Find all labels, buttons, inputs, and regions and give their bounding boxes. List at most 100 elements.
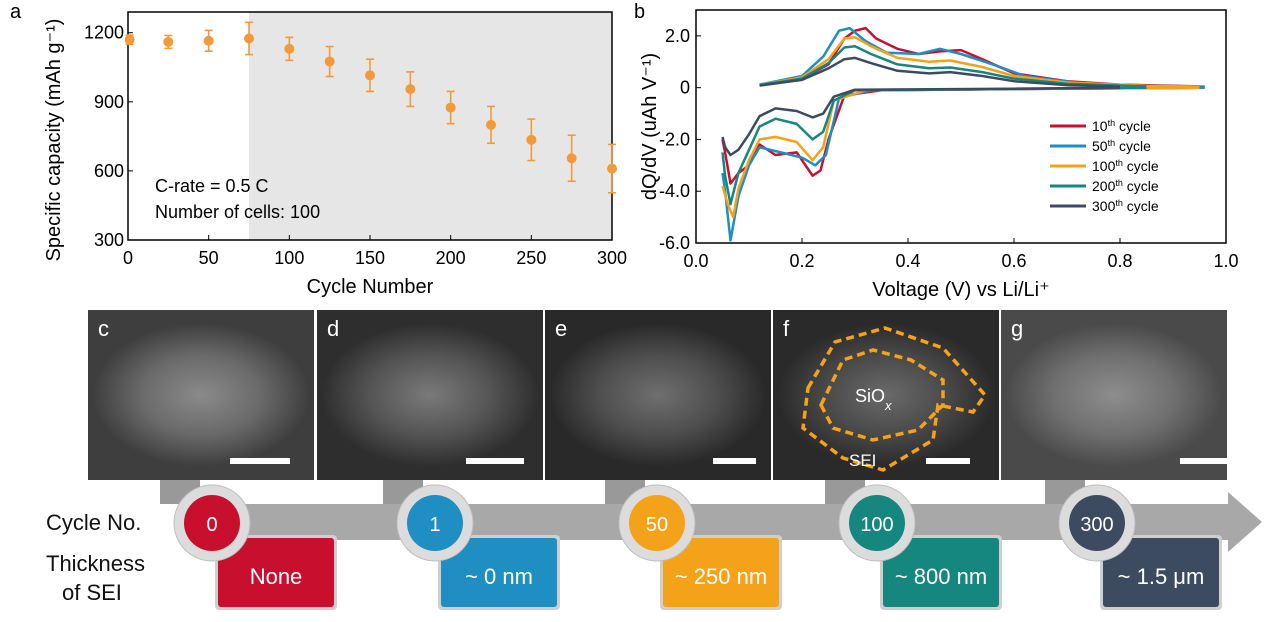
y-tick-label: 0 bbox=[680, 78, 690, 98]
series-line-discharge bbox=[721, 86, 1200, 185]
x-tick-label: 200 bbox=[436, 248, 466, 268]
series-line-charge bbox=[759, 26, 1200, 88]
scale-bar bbox=[1180, 458, 1227, 464]
stage-badge bbox=[849, 495, 905, 551]
y-tick-label: 2.0 bbox=[665, 26, 690, 46]
y-tick-label: -4.0 bbox=[659, 181, 690, 201]
legend-label: 100th cycle bbox=[1092, 158, 1159, 174]
stage-cycle-number: 100 bbox=[860, 514, 893, 536]
series-line-charge bbox=[759, 56, 1121, 88]
data-point bbox=[607, 163, 617, 174]
panel-b-letter: b bbox=[634, 1, 645, 23]
legend-label: 50th cycle bbox=[1092, 138, 1151, 154]
y-tick-label: 600 bbox=[94, 161, 124, 181]
series-line-discharge bbox=[721, 86, 1205, 242]
thickness-value: ~ 1.5 μm bbox=[1118, 564, 1205, 589]
series-line-charge bbox=[759, 44, 1147, 88]
data-point bbox=[526, 134, 537, 145]
series-line-charge bbox=[759, 35, 1200, 88]
thickness-value: None bbox=[250, 564, 303, 589]
annotation-cell-count: Number of cells: 100 bbox=[155, 202, 320, 222]
cycle-no-label: Cycle No. bbox=[46, 510, 142, 535]
thickness-box bbox=[218, 538, 334, 607]
data-point bbox=[324, 56, 335, 67]
x-tick-label: 250 bbox=[516, 248, 546, 268]
y-tick-label: 300 bbox=[94, 230, 124, 250]
sem-panel-g: g bbox=[1001, 310, 1227, 480]
sem-panel-letter: c bbox=[98, 316, 109, 341]
stage-badge bbox=[184, 495, 240, 551]
y-tick-label: -6.0 bbox=[659, 233, 690, 253]
shaded-region bbox=[249, 12, 612, 240]
x-axis-label: Cycle Number bbox=[307, 276, 434, 298]
y-axis-label: dQ/dV (uAh V⁻¹) bbox=[639, 53, 661, 200]
x-tick-label: 50 bbox=[199, 248, 219, 268]
siox-label: SiOx bbox=[855, 386, 892, 413]
sei-outline-overlay: SiOx SEI bbox=[801, 326, 988, 472]
stage-badge bbox=[1069, 495, 1125, 551]
scale-bar bbox=[466, 458, 524, 464]
x-axis-label: Voltage (V) vs Li/Li⁺ bbox=[872, 279, 1049, 301]
sem-image bbox=[88, 310, 314, 480]
stage-badge bbox=[407, 495, 463, 551]
sem-panel-e: e bbox=[545, 310, 771, 480]
series-line-charge bbox=[759, 26, 1205, 88]
data-point bbox=[124, 34, 135, 45]
sei-outer-outline bbox=[801, 326, 988, 472]
stage-cycle-number: 50 bbox=[646, 514, 668, 536]
data-point bbox=[445, 102, 456, 113]
sem-image bbox=[317, 310, 543, 480]
sem-image bbox=[773, 310, 999, 480]
series-line-discharge bbox=[721, 86, 1147, 206]
data-point bbox=[284, 43, 295, 54]
capacity-chart: a 0 50 100 150 200 250 300 300 600 900 1200 Cycle N… bbox=[10, 1, 627, 298]
data-point bbox=[405, 84, 416, 95]
data-point bbox=[203, 35, 214, 46]
stage-badge bbox=[629, 495, 685, 551]
scale-bar bbox=[926, 458, 970, 464]
panel-a-letter: a bbox=[10, 1, 22, 23]
scale-bar bbox=[230, 458, 290, 464]
thickness-value: ~ 800 nm bbox=[895, 564, 987, 589]
x-tick-label: 300 bbox=[597, 248, 627, 268]
thickness-box bbox=[663, 538, 779, 607]
thickness-box bbox=[1103, 538, 1219, 607]
thickness-value: ~ 0 nm bbox=[465, 564, 533, 589]
x-tick-label: 150 bbox=[355, 248, 385, 268]
thickness-box bbox=[441, 538, 557, 607]
plot-frame bbox=[695, 9, 1227, 244]
x-tick-label: 0.6 bbox=[1001, 251, 1026, 271]
data-point bbox=[486, 119, 496, 130]
x-tick-label: 0 bbox=[123, 248, 133, 268]
sei-label: SEI bbox=[849, 451, 876, 470]
sem-panel-letter: g bbox=[1011, 316, 1024, 341]
y-tick-label: 1200 bbox=[84, 23, 124, 43]
x-tick-label: 0.0 bbox=[683, 251, 708, 271]
sem-panel-c: c bbox=[88, 310, 314, 480]
x-tick-label: 0.4 bbox=[895, 251, 920, 271]
legend-label: 10th cycle bbox=[1092, 118, 1151, 134]
sem-panel-d: d bbox=[317, 310, 543, 480]
sem-panel-letter: f bbox=[783, 316, 790, 341]
legend-label: 200th cycle bbox=[1092, 178, 1159, 194]
stage-cycle-number: 1 bbox=[429, 514, 440, 536]
legend-label: 300th cycle bbox=[1092, 198, 1159, 214]
thickness-value: ~ 250 nm bbox=[675, 564, 767, 589]
y-tick-label: 900 bbox=[94, 92, 124, 112]
y-axis-label: Specific capacity (mAh g⁻¹) bbox=[43, 19, 65, 262]
data-point bbox=[566, 153, 577, 164]
sei-timeline: None 0 ~ 0 nm 1 ~ 250 nm 50 ~ 800 nm 100 ~ 1.5 μ… bbox=[160, 480, 1262, 610]
sem-panel-letter: e bbox=[555, 316, 568, 341]
stage-cycle-number: 0 bbox=[206, 514, 217, 536]
x-tick-label: 0.8 bbox=[1107, 251, 1132, 271]
sem-panel-f: f SiOx SEI bbox=[773, 310, 999, 480]
thickness-label-line1: Thickness bbox=[46, 551, 146, 576]
sem-image bbox=[545, 310, 771, 480]
data-point bbox=[244, 33, 254, 44]
annotation-c-rate: C-rate = 0.5 C bbox=[155, 176, 269, 196]
sem-image bbox=[1001, 310, 1227, 480]
siox-inner-outline bbox=[819, 348, 945, 442]
thickness-label-line2: of SEI bbox=[62, 580, 122, 605]
stage-cycle-number: 300 bbox=[1080, 514, 1113, 536]
data-point bbox=[163, 36, 174, 47]
